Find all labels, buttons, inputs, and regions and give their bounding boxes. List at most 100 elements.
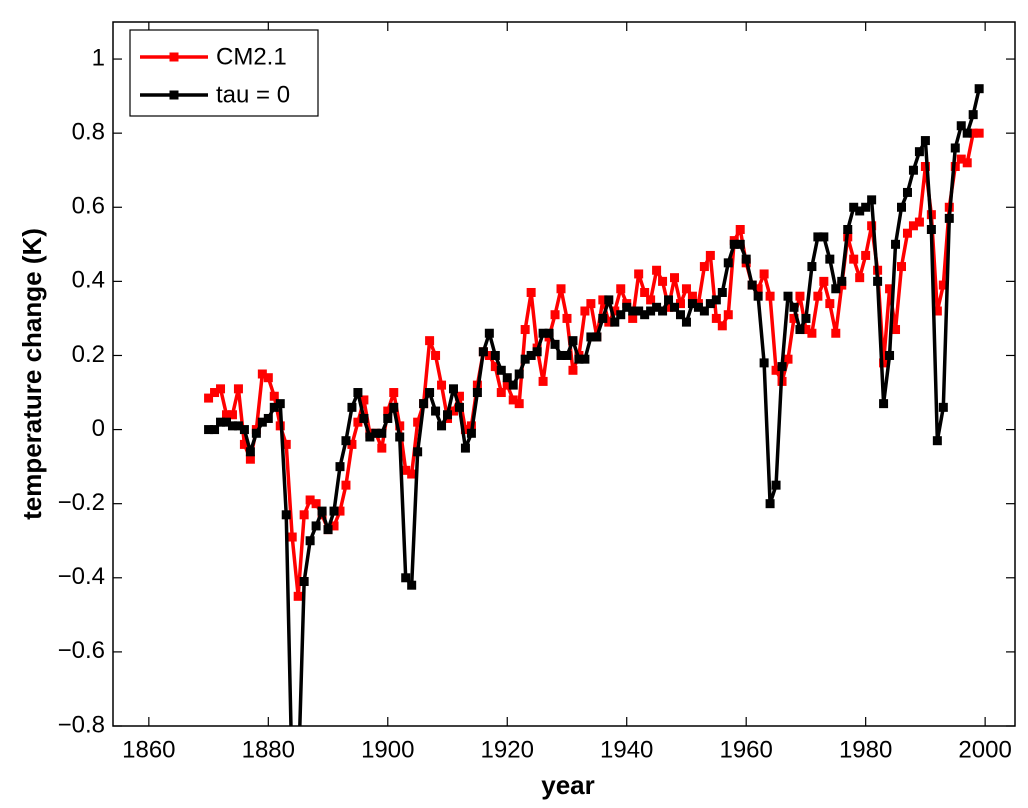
series-marker: [574, 354, 584, 364]
series-marker: [861, 250, 871, 260]
series-marker: [472, 388, 482, 398]
series-marker: [741, 254, 751, 264]
series-marker: [777, 362, 787, 372]
series-marker: [514, 399, 524, 409]
series-marker: [377, 428, 387, 438]
series-marker: [245, 454, 255, 464]
series-marker: [771, 365, 781, 375]
series-marker: [448, 384, 458, 394]
series-marker: [717, 287, 727, 297]
series-marker: [419, 399, 429, 409]
series-marker: [568, 365, 578, 375]
series-marker: [341, 480, 351, 490]
series-marker: [819, 232, 829, 242]
series-marker: [807, 262, 817, 272]
series-marker: [323, 525, 333, 535]
series-marker: [454, 391, 464, 401]
series-marker: [341, 436, 351, 446]
series-marker: [849, 202, 859, 212]
series-marker: [789, 302, 799, 312]
series-marker: [699, 262, 709, 272]
series-marker: [855, 273, 865, 283]
series-marker: [299, 510, 309, 520]
series-marker: [723, 258, 733, 268]
series-marker: [496, 388, 506, 398]
series-marker: [670, 302, 680, 312]
series-marker: [867, 221, 877, 231]
series-marker: [556, 284, 566, 294]
series-marker: [658, 306, 668, 316]
series-marker: [389, 402, 399, 412]
series-marker: [646, 295, 656, 305]
series-marker: [843, 224, 853, 234]
series-marker: [616, 284, 626, 294]
series-marker: [687, 291, 697, 301]
series-marker: [592, 332, 602, 342]
series-marker: [664, 302, 674, 312]
series-marker: [914, 147, 924, 157]
series-marker: [288, 777, 297, 786]
series-marker: [263, 373, 273, 383]
series-marker: [675, 299, 685, 309]
series-marker: [210, 388, 220, 398]
legend: [129, 29, 319, 117]
series-marker: [849, 254, 859, 264]
series-marker: [879, 358, 889, 368]
series-marker: [646, 306, 656, 316]
series-marker: [711, 313, 721, 323]
y-tick-label: 0.4: [72, 267, 105, 294]
series-marker: [353, 388, 363, 398]
series-marker: [616, 310, 626, 320]
y-tick-label: 0.2: [72, 341, 105, 368]
series-marker: [502, 380, 512, 390]
series-marker: [897, 262, 907, 272]
x-tick-label: 1960: [719, 736, 772, 763]
plot-frame: [112, 21, 1016, 727]
series-marker: [640, 310, 650, 320]
series-marker: [974, 84, 984, 94]
series-marker: [586, 299, 596, 309]
series-marker: [329, 506, 339, 516]
series-marker: [431, 350, 441, 360]
series-marker: [293, 591, 303, 601]
series-marker: [968, 128, 978, 138]
series-marker: [425, 336, 435, 346]
series-marker: [526, 350, 536, 360]
x-tick-label: 1860: [122, 736, 175, 763]
series-marker: [538, 376, 548, 386]
series-marker: [771, 480, 781, 490]
series-marker: [699, 306, 709, 316]
series-marker: [681, 284, 691, 294]
series-marker: [885, 350, 895, 360]
series-marker: [496, 365, 506, 375]
series-marker: [407, 580, 417, 590]
series-marker: [604, 295, 614, 305]
series-marker: [634, 306, 644, 316]
series-marker: [813, 232, 823, 242]
series-marker: [568, 336, 578, 346]
y-tick-label: 0.6: [72, 193, 105, 220]
series-marker: [580, 306, 590, 316]
y-tick-label: 1: [92, 44, 105, 71]
series-marker: [216, 384, 226, 394]
series-marker: [861, 202, 871, 212]
series-marker: [395, 432, 405, 442]
series-marker: [789, 313, 799, 323]
x-tick-label: 1880: [242, 736, 295, 763]
series-marker: [508, 395, 518, 405]
series-marker: [263, 413, 273, 423]
series-marker: [204, 393, 214, 403]
series-marker: [335, 506, 345, 516]
series-marker: [819, 276, 829, 286]
series-marker: [401, 465, 411, 475]
series-marker: [765, 499, 775, 509]
series-marker: [508, 380, 518, 390]
series-marker: [502, 373, 512, 383]
series-marker: [681, 317, 691, 327]
series-marker: [484, 350, 494, 360]
series-marker: [586, 332, 596, 342]
series-marker: [490, 350, 500, 360]
series-marker: [437, 421, 447, 431]
series-marker: [932, 436, 942, 446]
series-marker: [216, 417, 226, 427]
